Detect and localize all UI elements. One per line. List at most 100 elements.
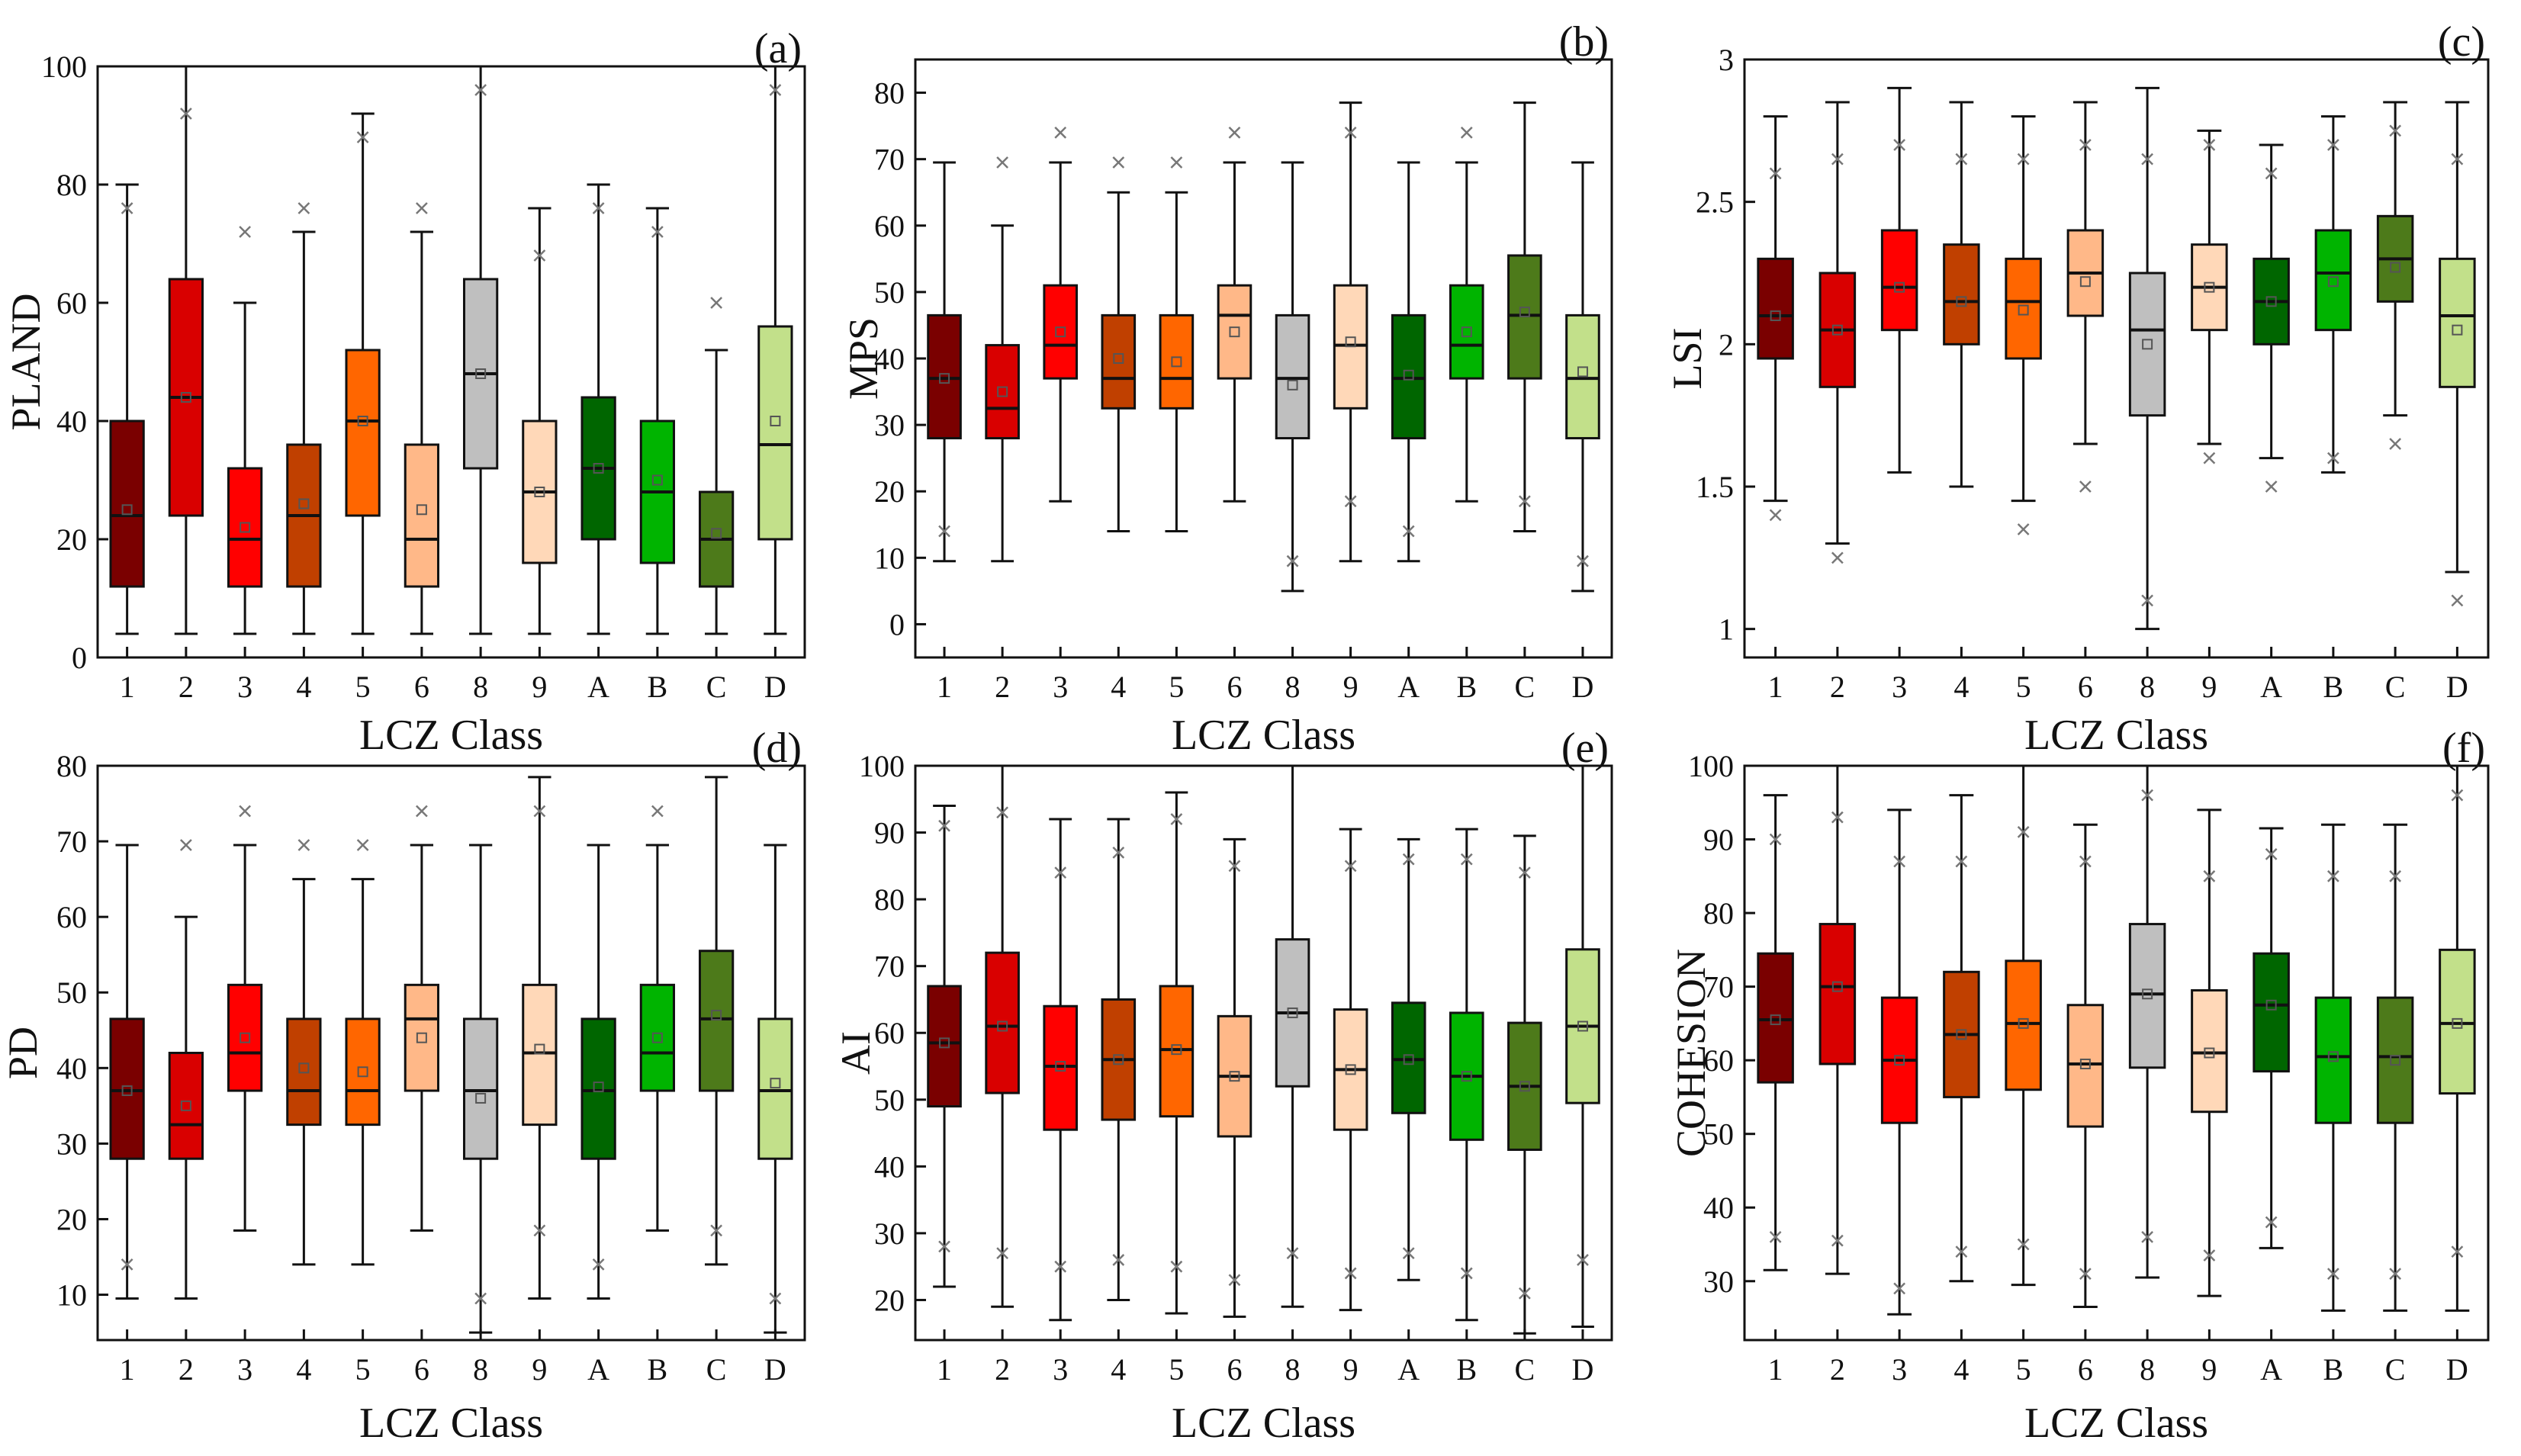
outlier-stroke xyxy=(239,226,252,238)
mean-marker xyxy=(1894,1055,1905,1066)
outlier-marker xyxy=(2326,452,2339,464)
outlier-stroke xyxy=(592,1258,605,1271)
outlier-marker xyxy=(1054,1260,1067,1273)
mean-marker xyxy=(1113,1054,1124,1065)
box-2 xyxy=(168,839,204,1300)
mean-marker xyxy=(2390,1055,2401,1066)
outlier-marker xyxy=(651,805,664,818)
outlier-stroke xyxy=(2203,869,2216,882)
outlier-stroke xyxy=(1518,495,1531,508)
outlier-stroke xyxy=(1831,551,1844,564)
box-body xyxy=(168,1052,204,1160)
mean-marker xyxy=(2018,1017,2029,1029)
mean-marker xyxy=(651,474,663,486)
box-body xyxy=(1391,313,1426,440)
mean-marker xyxy=(1770,1014,1781,1026)
y-tick-label: 1.5 xyxy=(1696,470,1734,504)
box-9 xyxy=(522,776,558,1300)
x-axis-title: LCZ Class xyxy=(1172,712,1355,759)
mean-marker xyxy=(1831,324,1843,336)
box-body xyxy=(1880,229,1918,332)
mean-marker xyxy=(180,1100,191,1111)
outlier-marker xyxy=(2451,789,2464,802)
x-tick-label: D xyxy=(2446,1352,2468,1387)
outlier-stroke xyxy=(2265,481,2278,493)
outlier-stroke xyxy=(2326,869,2339,882)
mean-marker xyxy=(2142,339,2153,350)
outlier-stroke xyxy=(2451,153,2464,166)
panel-label: (b) xyxy=(1559,18,1609,66)
outlier-stroke xyxy=(1831,153,1844,166)
x-tick-label: 1 xyxy=(937,670,952,704)
box-body xyxy=(1757,257,1794,360)
x-tick-label: B xyxy=(2323,670,2344,704)
outlier-stroke xyxy=(2079,855,2092,868)
y-tick-label: 50 xyxy=(56,975,87,1010)
outlier-marker xyxy=(1170,1260,1183,1273)
mean-marker xyxy=(2327,1051,2339,1062)
box-1 xyxy=(109,844,145,1300)
mean-marker xyxy=(1461,326,1472,338)
box-4 xyxy=(1101,156,1137,532)
outlier-marker xyxy=(1769,833,1782,846)
y-tick-label: 30 xyxy=(874,1217,905,1251)
box-8 xyxy=(462,844,499,1334)
outlier-marker xyxy=(2203,869,2216,882)
x-tick-label: 2 xyxy=(178,1352,194,1387)
box-3 xyxy=(1880,86,1918,474)
outlier-stroke xyxy=(239,805,252,818)
mean-marker xyxy=(1403,369,1414,381)
outlier-stroke xyxy=(938,525,950,538)
mean-marker xyxy=(1113,353,1124,364)
x-tick-label: A xyxy=(2260,670,2282,704)
outlier-stroke xyxy=(1769,833,1782,846)
outlier-marker xyxy=(1893,139,1906,151)
outlier-stroke xyxy=(2326,139,2339,151)
x-tick-label: C xyxy=(706,670,727,704)
y-tick-label: 70 xyxy=(874,143,905,177)
x-tick-label: 9 xyxy=(2201,1352,2217,1387)
y-tick-label: 60 xyxy=(1703,1043,1734,1078)
box-A xyxy=(2253,827,2290,1249)
box-body xyxy=(1159,985,1195,1118)
x-tick-label: 9 xyxy=(2201,670,2217,704)
outlier-stroke xyxy=(2451,789,2464,802)
outlier-stroke xyxy=(2017,1238,2030,1251)
y-tick-label: 60 xyxy=(874,1016,905,1050)
outlier-marker xyxy=(651,226,664,238)
mean-marker xyxy=(475,1092,487,1104)
box-D xyxy=(757,844,793,1334)
panel-label: (d) xyxy=(752,725,802,772)
outlier-stroke xyxy=(1518,866,1531,879)
y-tick-label: 60 xyxy=(56,286,87,320)
y-tick-label: 60 xyxy=(874,209,905,243)
x-tick-label: B xyxy=(648,1352,668,1387)
x-tick-label: 8 xyxy=(1285,670,1301,704)
y-tick-label: 10 xyxy=(874,541,905,575)
outlier-marker xyxy=(2389,869,2402,882)
outlier-stroke xyxy=(1228,126,1241,139)
box-body xyxy=(985,344,1020,440)
chart-panel-3: 1 1.5 2 2.5 3 1 2 3 4 5 6 8 9 A B C D LCZ Class LSI (c) xyxy=(1664,18,2490,759)
x-tick-label: D xyxy=(1572,670,1594,704)
y-tick-label: 40 xyxy=(56,404,87,439)
outlier-marker xyxy=(938,1240,950,1253)
box-4 xyxy=(286,839,322,1266)
box-body xyxy=(345,349,381,517)
box-5 xyxy=(1159,791,1195,1315)
mean-marker xyxy=(416,1032,427,1043)
outlier-marker xyxy=(769,1292,782,1305)
outlier-stroke xyxy=(938,819,950,832)
outlier-stroke xyxy=(533,249,546,262)
box-body xyxy=(927,985,962,1108)
outlier-stroke xyxy=(356,131,369,143)
outlier-marker xyxy=(1831,1234,1844,1247)
box-B xyxy=(1449,828,1484,1322)
outlier-marker xyxy=(1769,1230,1782,1243)
x-tick-label: 3 xyxy=(1892,670,1907,704)
box-D xyxy=(1565,764,1600,1328)
outlier-stroke xyxy=(2141,789,2154,802)
box-body xyxy=(1043,284,1079,380)
outlier-stroke xyxy=(2389,438,2402,450)
